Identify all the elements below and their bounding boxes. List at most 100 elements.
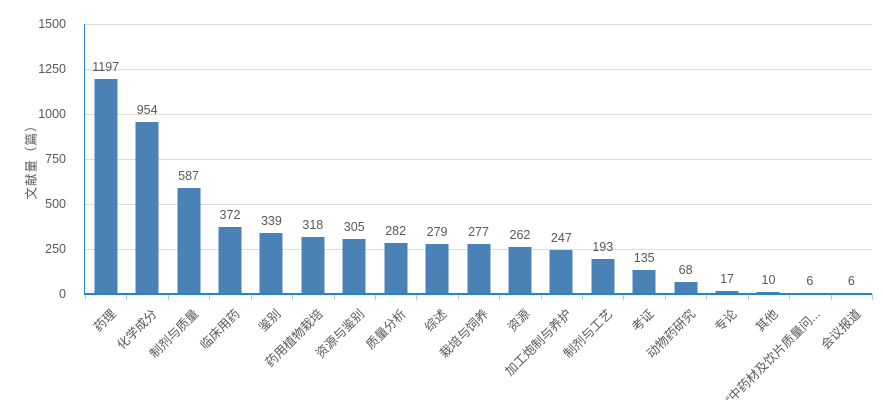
bar-group: 10 其他 — [748, 24, 789, 334]
x-axis-label: 其他 — [753, 306, 782, 335]
x-tick-mark — [706, 294, 708, 300]
x-axis-label: 资源 — [505, 306, 533, 335]
bar-value-label: 193 — [592, 240, 614, 255]
bar[interactable] — [508, 246, 532, 294]
bar-value-label: 6 — [806, 273, 814, 288]
x-tick-mark — [623, 294, 625, 300]
x-tick-mark — [830, 294, 832, 300]
bar-value-label: 17 — [720, 271, 734, 286]
bar-group: 277 栽培与饲养 — [437, 24, 499, 361]
y-tick-label-750: 750 — [45, 152, 66, 166]
bar-value-label: 318 — [302, 217, 324, 232]
x-tick-mark — [374, 294, 376, 300]
bar-value-label: 6 — [847, 273, 855, 288]
x-tick-mark — [582, 294, 584, 300]
gridline-1000 — [85, 114, 872, 115]
bar-group: 305 资源与鉴别 — [313, 24, 375, 361]
bar-value-label: 1197 — [92, 59, 120, 74]
bar-group: 6 会议报道 — [819, 24, 872, 352]
bar[interactable] — [715, 290, 739, 294]
bar[interactable] — [135, 122, 159, 294]
bar[interactable] — [342, 239, 366, 294]
x-tick-mark — [85, 294, 86, 300]
x-axis-label: 药理 — [90, 306, 119, 335]
x-tick-mark — [292, 294, 294, 300]
bar-group: 247 加工炮制与养护 — [502, 24, 582, 379]
y-tick-label-500: 500 — [45, 197, 66, 211]
x-tick-mark — [457, 294, 459, 300]
bar-value-label: 279 — [426, 224, 448, 239]
x-tick-mark — [126, 294, 128, 300]
x-axis-label: 考证 — [629, 306, 657, 335]
x-tick-mark — [789, 294, 791, 300]
bar[interactable] — [467, 244, 490, 294]
bar-value-label: 135 — [633, 250, 655, 265]
bar[interactable] — [177, 188, 201, 294]
x-axis-label: 会议报道 — [818, 306, 865, 353]
x-tick-mark — [540, 294, 542, 300]
bar-group: 6 “中药材及饮片质量问... — [723, 24, 830, 407]
bar-value-label: 954 — [136, 103, 158, 118]
x-tick-mark — [747, 294, 749, 300]
x-tick-mark — [209, 294, 211, 300]
bar-group: 954 化学成分 — [115, 24, 167, 352]
bar-value-label: 372 — [219, 208, 241, 223]
x-tick-mark — [872, 294, 873, 300]
bar[interactable] — [301, 236, 325, 294]
bar[interactable] — [94, 78, 118, 294]
x-axis-line — [84, 293, 872, 295]
bar-value-label: 587 — [178, 169, 199, 184]
bar-value-label: 305 — [343, 220, 365, 235]
bar-value-label: 277 — [468, 225, 489, 240]
y-tick-label-0: 0 — [59, 287, 66, 301]
bar[interactable] — [259, 232, 283, 294]
bar[interactable] — [591, 259, 615, 294]
x-tick-mark — [167, 294, 169, 300]
bar-group: 279 综述 — [416, 24, 457, 335]
bar-group: 372 临床用药 — [197, 24, 250, 352]
bar-group: 193 制剂与工艺 — [561, 24, 623, 361]
bar[interactable] — [218, 227, 242, 294]
x-tick-mark — [499, 294, 501, 300]
gridline-500 — [85, 204, 872, 205]
bar-value-label: 10 — [761, 273, 776, 288]
plot-area: 1197 药理 954 化学成分 587 制剂与质量 372 临床用药 339 鉴别 318 药用植物… — [84, 24, 873, 407]
bar-group: 318 药用植物栽培 — [263, 24, 333, 370]
bar[interactable] — [425, 243, 449, 294]
y-tick-label-1500: 1500 — [38, 17, 66, 31]
x-axis-label: 质量分析 — [363, 306, 409, 353]
bar-group: 17 专论 — [706, 24, 747, 334]
x-axis-label: 综述 — [422, 306, 450, 335]
bar-series: 1197 药理 954 化学成分 587 制剂与质量 372 临床用药 339 鉴别 318 药用植物… — [85, 24, 872, 407]
y-tick-label-1250: 1250 — [38, 62, 66, 76]
x-tick-mark — [250, 294, 252, 300]
x-tick-mark — [416, 294, 418, 300]
bar-value-label: 68 — [678, 262, 693, 277]
bar-group: 282 质量分析 — [363, 24, 416, 352]
bar-group: 68 动物药研究 — [644, 24, 706, 361]
x-tick-mark — [664, 294, 666, 300]
gridline-1250 — [85, 69, 872, 70]
bar[interactable] — [549, 249, 573, 294]
bar-value-label: 262 — [509, 227, 531, 242]
x-axis-label: 鉴别 — [256, 306, 285, 335]
gridline-750 — [85, 159, 872, 160]
bar-group: 1197 药理 — [85, 24, 126, 335]
y-tick-label-1000: 1000 — [38, 107, 66, 121]
bar-group: 135 考证 — [623, 24, 664, 335]
bar[interactable] — [674, 281, 698, 294]
x-axis-label: 临床用药 — [197, 306, 243, 353]
gridline-1500 — [85, 24, 872, 25]
x-tick-mark — [333, 294, 335, 300]
bar-group: 262 资源 — [499, 24, 540, 335]
y-tick-label-250: 250 — [45, 242, 66, 256]
bar-value-label: 339 — [260, 213, 282, 228]
bar-value-label: 247 — [550, 230, 572, 245]
bar-value-label: 282 — [385, 224, 407, 239]
bar[interactable] — [632, 269, 656, 294]
bar-group: 339 鉴别 — [251, 24, 292, 334]
bar-group: 587 制剂与质量 — [147, 24, 209, 361]
bar[interactable] — [384, 243, 408, 294]
x-axis-label: 专论 — [712, 306, 740, 335]
